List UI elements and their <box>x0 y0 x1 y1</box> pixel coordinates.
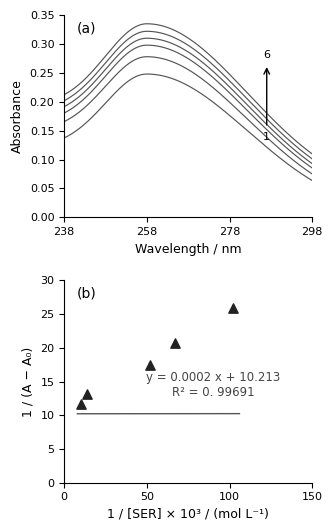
Text: (a): (a) <box>76 21 96 35</box>
Text: y = 0.0002 x + 10.213
R² = 0. 99691: y = 0.0002 x + 10.213 R² = 0. 99691 <box>146 371 280 399</box>
Text: (b): (b) <box>76 287 96 301</box>
Point <box>78 400 84 408</box>
Y-axis label: Absorbance: Absorbance <box>11 79 24 153</box>
X-axis label: Wavelength / nm: Wavelength / nm <box>135 243 241 255</box>
Point <box>230 304 235 312</box>
Text: 1: 1 <box>263 132 270 143</box>
Point <box>172 339 178 347</box>
Point <box>148 360 153 369</box>
Text: 6: 6 <box>263 49 270 60</box>
X-axis label: 1 / [SER] × 10³ / (mol L⁻¹): 1 / [SER] × 10³ / (mol L⁻¹) <box>107 508 269 521</box>
Point <box>85 389 90 398</box>
Y-axis label: 1 / (A − A₀): 1 / (A − A₀) <box>22 346 35 417</box>
